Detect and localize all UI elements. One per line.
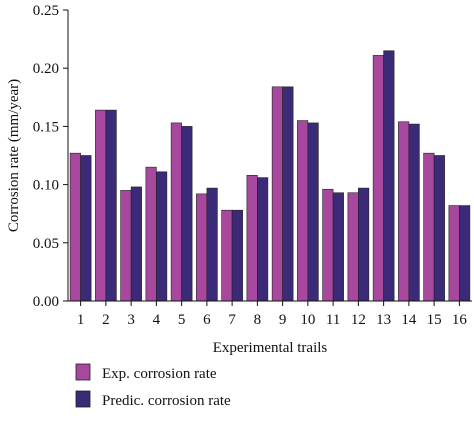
x-tick-label: 15 [427, 312, 442, 328]
bar-exp-2 [95, 109, 107, 302]
x-tick-label: 2 [102, 312, 110, 328]
bar-predic-13 [383, 50, 395, 302]
bar-exp-12 [347, 192, 359, 302]
y-tick-label: 0.10 [33, 178, 59, 194]
legend-label-predic: Predic. corrosion rate [102, 393, 231, 409]
x-tick-label: 7 [228, 312, 236, 328]
bar-exp-3 [120, 190, 132, 302]
x-tick-label: 11 [326, 312, 340, 328]
x-tick-label: 5 [178, 312, 186, 328]
x-tick-label: 12 [351, 312, 366, 328]
legend-swatch-predic [75, 390, 91, 408]
bar-predic-5 [181, 126, 193, 302]
y-tick-label: 0.20 [33, 61, 59, 77]
y-tick-label: 0.15 [33, 119, 59, 135]
bar-exp-13 [372, 55, 384, 302]
bar-predic-8 [257, 177, 269, 302]
x-tick-label: 8 [254, 312, 262, 328]
bar-predic-9 [282, 86, 294, 302]
bar-exp-4 [145, 166, 157, 302]
x-tick-label: 9 [279, 312, 287, 328]
bar-exp-15 [423, 152, 435, 302]
x-tick-label: 10 [300, 312, 315, 328]
bar-predic-10 [307, 122, 319, 302]
bar-predic-14 [408, 123, 420, 302]
bar-predic-1 [80, 155, 92, 302]
x-tick-label: 6 [203, 312, 211, 328]
bar-predic-2 [105, 109, 117, 302]
x-tick-label: 3 [127, 312, 135, 328]
bar-predic-12 [358, 187, 370, 302]
y-axis-label: Corrosion rate (mm/year) [6, 79, 22, 232]
legend: Exp. corrosion rate Predic. corrosion ra… [75, 363, 231, 409]
bar-exp-10 [297, 120, 309, 302]
bar-exp-1 [69, 152, 81, 302]
x-tick-label: 16 [452, 312, 468, 328]
bar-predic-11 [332, 192, 344, 302]
bar-predic-7 [231, 209, 243, 302]
x-tick-label: 13 [376, 312, 391, 328]
bar-exp-5 [170, 122, 182, 302]
legend-swatch-exp [75, 363, 91, 381]
bars [69, 50, 471, 302]
legend-label-exp: Exp. corrosion rate [102, 366, 217, 382]
bar-predic-4 [156, 171, 168, 302]
bar-predic-16 [459, 205, 471, 302]
bar-predic-6 [206, 187, 218, 302]
bar-exp-9 [271, 86, 283, 302]
bar-exp-8 [246, 174, 258, 302]
x-tick-label: 14 [401, 312, 417, 328]
y-tick-label: 0.25 [33, 3, 59, 19]
bar-exp-11 [322, 188, 334, 302]
x-axis-label: Experimental trails [213, 340, 328, 356]
x-tick-label: 1 [77, 312, 85, 328]
bar-exp-14 [398, 121, 410, 302]
y-axis-ticks: 0.00 0.05 0.10 0.15 0.20 0.25 [33, 3, 68, 310]
bar-exp-16 [448, 205, 460, 302]
x-axis-ticks: 1 2 3 4 5 6 7 8 9 10 11 12 13 14 15 16 [77, 301, 468, 328]
bar-predic-15 [433, 155, 445, 302]
bar-predic-3 [130, 186, 142, 302]
bar-exp-7 [221, 209, 233, 302]
bar-exp-6 [196, 193, 208, 302]
y-tick-label: 0.00 [33, 294, 59, 310]
x-tick-label: 4 [153, 312, 161, 328]
y-tick-label: 0.05 [33, 236, 59, 252]
